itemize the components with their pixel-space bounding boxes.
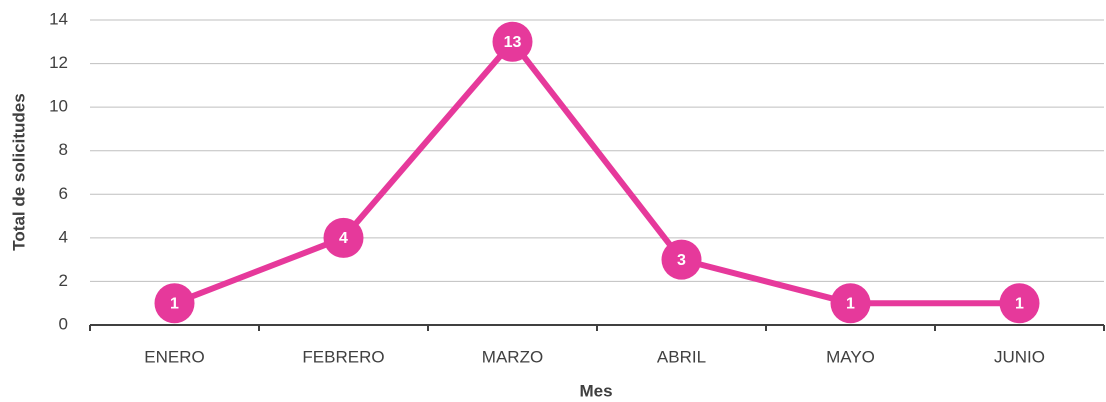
x-axis-title: Mes bbox=[579, 381, 612, 400]
data-label: 1 bbox=[1015, 295, 1024, 312]
marker bbox=[492, 21, 533, 62]
series-line bbox=[173, 38, 1020, 307]
y-tick-label: 10 bbox=[49, 97, 68, 116]
marker bbox=[999, 283, 1040, 324]
x-tick-label: MARZO bbox=[482, 347, 543, 366]
y-tick-label: 12 bbox=[49, 53, 68, 72]
data-label: 4 bbox=[339, 230, 348, 247]
y-tick-label: 2 bbox=[59, 271, 68, 290]
y-tick-label: 8 bbox=[59, 140, 68, 159]
data-label: 1 bbox=[846, 295, 855, 312]
y-tick-label: 14 bbox=[49, 9, 68, 28]
y-tick-label: 4 bbox=[59, 227, 68, 246]
x-tick-label: ABRIL bbox=[657, 347, 706, 366]
data-label: 13 bbox=[504, 34, 522, 51]
y-axis-title: Total de solicitudes bbox=[9, 93, 28, 250]
x-tick-label: FEBRERO bbox=[302, 347, 384, 366]
marker bbox=[323, 217, 364, 258]
marker bbox=[154, 283, 195, 324]
marker bbox=[830, 283, 871, 324]
y-tick-label: 0 bbox=[59, 314, 68, 333]
x-tick-label: MAYO bbox=[826, 347, 875, 366]
y-tick-label: 6 bbox=[59, 184, 68, 203]
data-label: 1 bbox=[170, 295, 179, 312]
data-label: 3 bbox=[677, 252, 686, 269]
x-tick-label: ENERO bbox=[144, 347, 204, 366]
marker bbox=[661, 239, 702, 280]
x-tick-label: JUNIO bbox=[994, 347, 1045, 366]
